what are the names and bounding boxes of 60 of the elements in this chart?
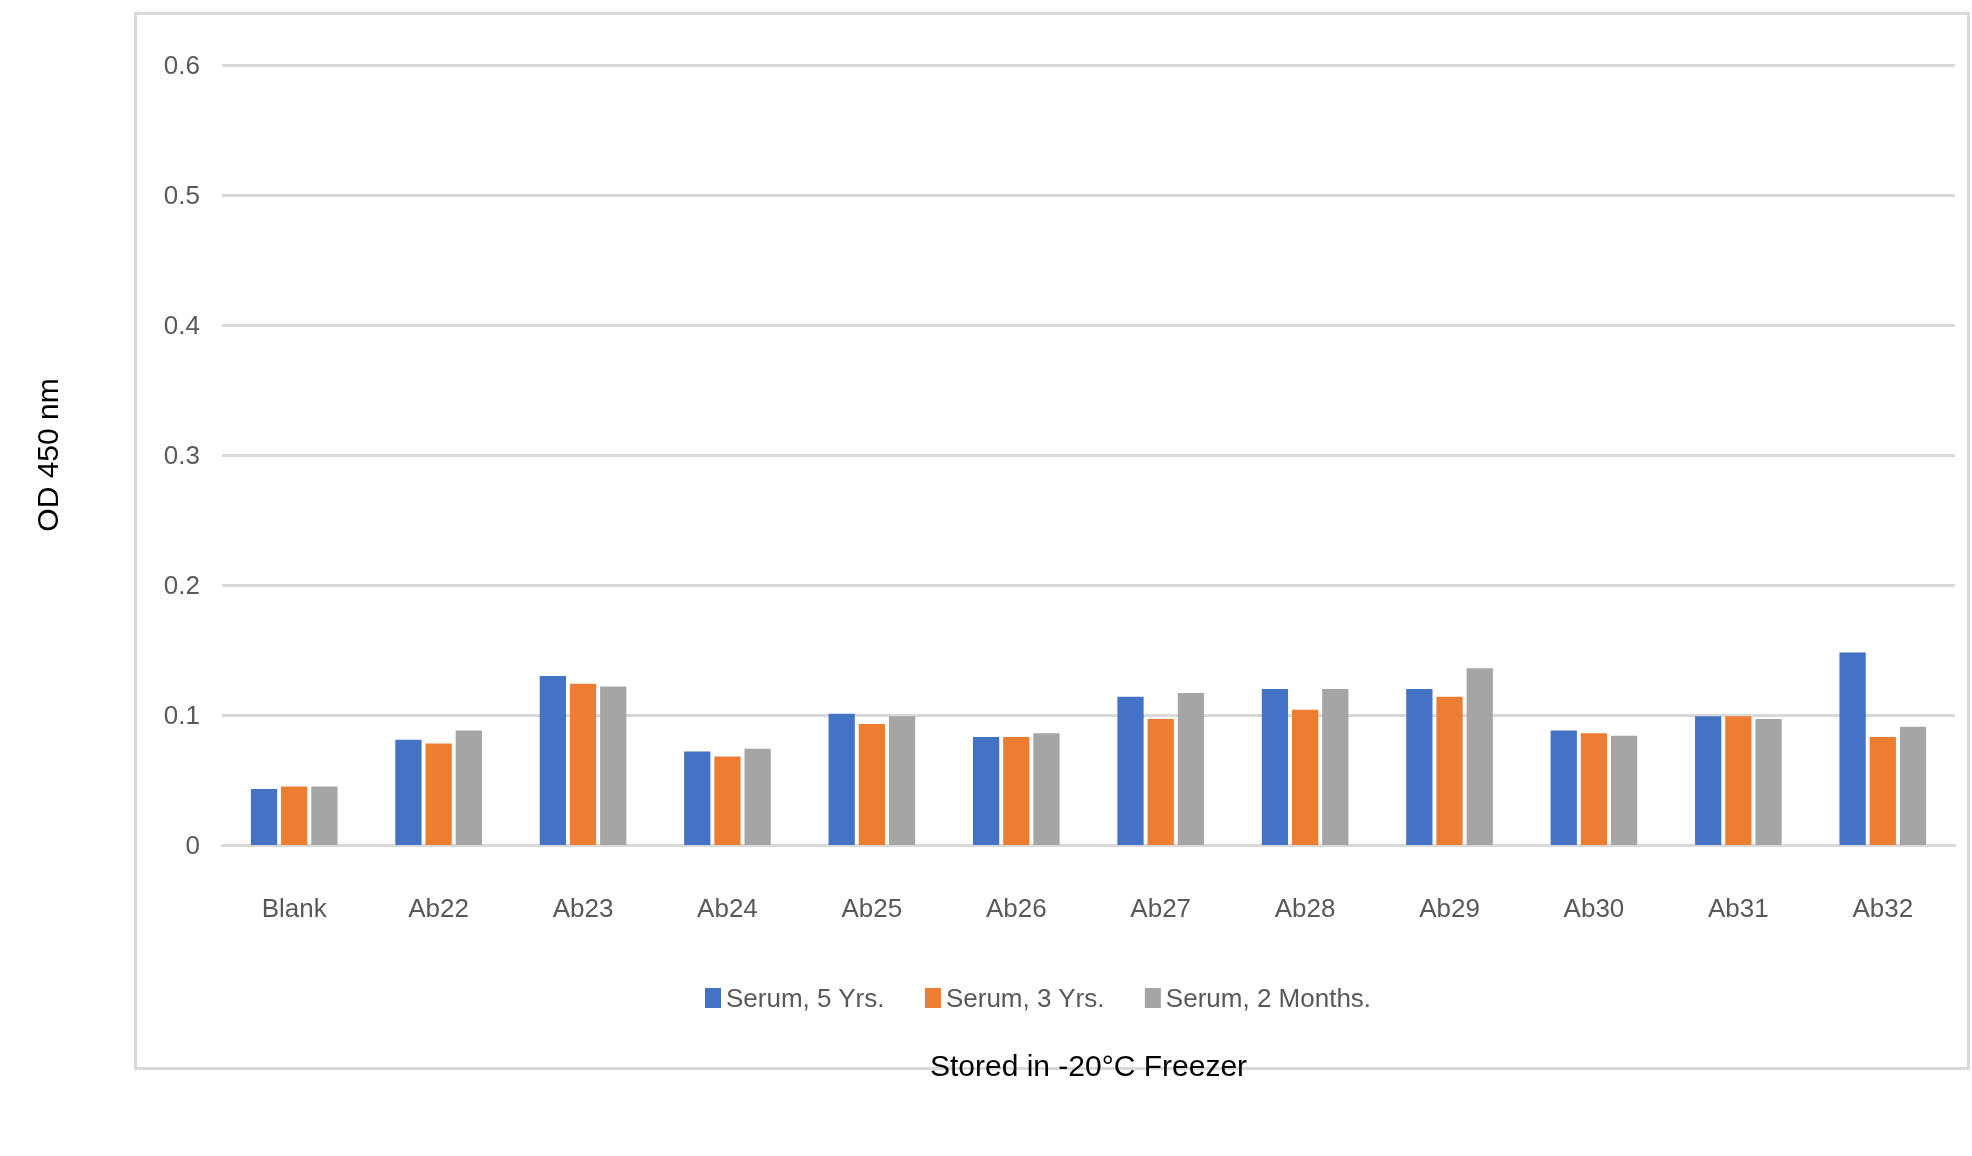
- bar: [1695, 716, 1722, 845]
- bar: [1550, 730, 1577, 845]
- bar: [1261, 689, 1289, 845]
- bar: [600, 686, 627, 845]
- bar: [1725, 716, 1752, 845]
- x-tick-label: Ab22: [408, 893, 469, 923]
- bar: [455, 730, 482, 845]
- x-tick-label: Ab23: [552, 893, 614, 923]
- bar: [1406, 689, 1433, 845]
- bar: [1117, 696, 1144, 845]
- y-tick-label: 0.2: [163, 570, 200, 600]
- x-tick-label: Ab31: [1708, 893, 1769, 923]
- bar: [744, 748, 771, 845]
- bar: [539, 676, 566, 845]
- bar: [1466, 668, 1493, 845]
- bar: [858, 724, 885, 845]
- y-axis-title: OD 450 nm: [30, 378, 64, 532]
- legend-label: Serum, 3 Yrs.: [945, 983, 1105, 1013]
- bar: [569, 683, 597, 845]
- legend-label: Serum, 5 Yrs.: [726, 983, 885, 1013]
- x-tick-label: Ab27: [1130, 893, 1192, 923]
- y-tick-label: 0: [185, 830, 200, 860]
- bar: [1839, 652, 1866, 845]
- bar: [1580, 733, 1608, 845]
- bar: [1177, 692, 1205, 845]
- x-tick-label: Ab28: [1274, 893, 1336, 923]
- y-tick-label: 0.1: [163, 700, 200, 730]
- legend-label: Serum, 2 Months.: [1165, 983, 1372, 1013]
- y-tick-label: 0.5: [163, 180, 200, 210]
- x-tick-label: Blank: [261, 893, 328, 923]
- bar: [1611, 735, 1638, 845]
- y-tick-label: 0.3: [163, 440, 200, 470]
- bar: [684, 751, 711, 845]
- bar: [1436, 696, 1463, 845]
- x-tick-label: Ab29: [1419, 893, 1480, 923]
- x-tick-label: Ab32: [1852, 893, 1914, 923]
- bar: [1322, 689, 1349, 845]
- bar: [425, 743, 452, 845]
- bar: [1869, 737, 1896, 845]
- x-tick-label: Ab24: [697, 893, 758, 923]
- bar: [888, 716, 916, 845]
- x-tick-label: Ab26: [985, 893, 1047, 923]
- bar: [1033, 733, 1060, 845]
- x-tick-label: Ab30: [1563, 893, 1625, 923]
- bar: [1899, 726, 1927, 845]
- bar: [311, 786, 338, 845]
- bar: [281, 786, 308, 845]
- y-tick-label: 0.4: [163, 310, 200, 340]
- bar: [1147, 718, 1174, 845]
- bar: [1755, 718, 1782, 845]
- bar: [828, 713, 855, 845]
- x-tick-label: Ab25: [841, 893, 903, 923]
- bar: [1292, 709, 1319, 845]
- bar: [972, 737, 1000, 845]
- bar: [714, 756, 741, 845]
- y-tick-label: 0.6: [163, 50, 200, 80]
- bar: [1003, 737, 1030, 845]
- x-axis-title: Stored in -20°C Freezer: [929, 1048, 1248, 1082]
- bar: [395, 739, 422, 845]
- bar: [250, 789, 278, 845]
